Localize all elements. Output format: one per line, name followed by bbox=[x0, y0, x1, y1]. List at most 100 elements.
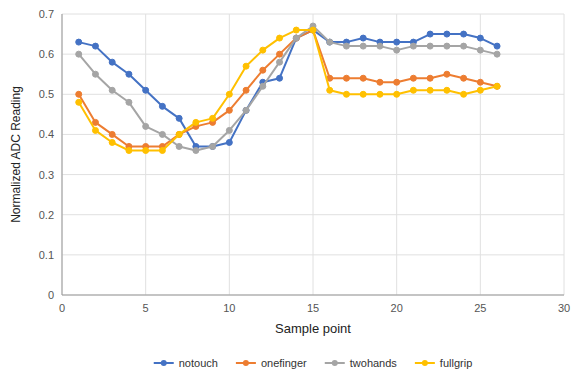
series-point bbox=[327, 87, 333, 93]
legend: notouchonefingertwohandsfullgrip bbox=[154, 357, 473, 369]
series-point bbox=[176, 143, 182, 149]
y-tick-label: 0.5 bbox=[39, 88, 54, 100]
series-point bbox=[143, 87, 149, 93]
series-point bbox=[360, 35, 366, 41]
series-point bbox=[92, 127, 98, 133]
legend-item: fullgrip bbox=[415, 357, 472, 369]
series-point bbox=[410, 75, 416, 81]
series-line bbox=[79, 30, 497, 146]
series-point bbox=[109, 59, 115, 65]
series-point bbox=[343, 75, 349, 81]
series-point bbox=[76, 51, 82, 57]
series-point bbox=[143, 147, 149, 153]
series-point bbox=[176, 131, 182, 137]
series-point bbox=[494, 51, 500, 57]
series-point bbox=[310, 27, 316, 33]
series-point bbox=[444, 43, 450, 49]
series-point bbox=[360, 43, 366, 49]
series-point bbox=[444, 71, 450, 77]
series-point bbox=[159, 147, 165, 153]
series-point bbox=[159, 131, 165, 137]
legend-marker bbox=[161, 360, 167, 366]
y-grid-line bbox=[62, 295, 564, 296]
x-grid-line bbox=[313, 14, 314, 295]
x-tick-label: 10 bbox=[223, 302, 235, 314]
series-line bbox=[79, 30, 497, 150]
series-point bbox=[494, 83, 500, 89]
series-point bbox=[143, 123, 149, 129]
y-axis-line bbox=[62, 14, 63, 295]
x-grid-line bbox=[480, 14, 481, 295]
series-point bbox=[461, 43, 467, 49]
legend-item: notouch bbox=[154, 357, 218, 369]
series-point bbox=[293, 35, 299, 41]
series-point bbox=[126, 147, 132, 153]
x-grid-line bbox=[145, 14, 146, 295]
series-point bbox=[226, 139, 232, 145]
series-point bbox=[427, 75, 433, 81]
series-point bbox=[109, 131, 115, 137]
series-point bbox=[293, 35, 299, 41]
x-grid-line bbox=[62, 14, 63, 295]
series-point bbox=[427, 43, 433, 49]
series-point bbox=[226, 91, 232, 97]
series-point bbox=[343, 43, 349, 49]
series-point bbox=[410, 87, 416, 93]
series-point bbox=[461, 91, 467, 97]
series-point bbox=[277, 59, 283, 65]
series bbox=[76, 27, 500, 153]
series-point bbox=[92, 119, 98, 125]
series-point bbox=[477, 79, 483, 85]
series-point bbox=[260, 47, 266, 53]
legend-label: twohands bbox=[350, 357, 398, 369]
y-tick-label: 0.3 bbox=[39, 169, 54, 181]
series-point bbox=[444, 87, 450, 93]
series-point bbox=[126, 71, 132, 77]
series-line bbox=[79, 30, 497, 146]
legend-item: twohands bbox=[325, 357, 398, 369]
grid bbox=[62, 14, 564, 295]
series-point bbox=[327, 39, 333, 45]
series-point bbox=[360, 75, 366, 81]
series-point bbox=[477, 35, 483, 41]
x-tick-label: 20 bbox=[391, 302, 403, 314]
series-point bbox=[360, 91, 366, 97]
x-tick-label: 5 bbox=[143, 302, 149, 314]
x-grid-line bbox=[564, 14, 565, 295]
legend-marker bbox=[243, 360, 249, 366]
series-point bbox=[92, 71, 98, 77]
series-point bbox=[243, 87, 249, 93]
series-point bbox=[92, 43, 98, 49]
legend-label: notouch bbox=[179, 357, 218, 369]
x-grid-line bbox=[229, 14, 230, 295]
series-point bbox=[377, 79, 383, 85]
series-point bbox=[210, 115, 216, 121]
series-point bbox=[461, 31, 467, 37]
series bbox=[76, 23, 500, 153]
series-point bbox=[243, 107, 249, 113]
series-point bbox=[126, 99, 132, 105]
series-point bbox=[193, 147, 199, 153]
series-point bbox=[277, 35, 283, 41]
series-point bbox=[226, 127, 232, 133]
series-point bbox=[477, 47, 483, 53]
series-point bbox=[427, 31, 433, 37]
series-point bbox=[310, 27, 316, 33]
series-point bbox=[410, 43, 416, 49]
x-tick-label: 0 bbox=[59, 302, 65, 314]
series-point bbox=[260, 83, 266, 89]
series-point bbox=[377, 43, 383, 49]
series-point bbox=[176, 115, 182, 121]
chart: 00.10.20.30.40.50.60.7051015202530Sample… bbox=[0, 0, 586, 377]
series-point bbox=[76, 99, 82, 105]
series-point bbox=[494, 43, 500, 49]
series-point bbox=[277, 75, 283, 81]
series-point bbox=[260, 67, 266, 73]
series-point bbox=[394, 39, 400, 45]
series-point bbox=[394, 91, 400, 97]
x-tick-label: 15 bbox=[307, 302, 319, 314]
series-point bbox=[109, 87, 115, 93]
legend-label: fullgrip bbox=[440, 357, 472, 369]
series-point bbox=[377, 91, 383, 97]
series-point bbox=[494, 83, 500, 89]
